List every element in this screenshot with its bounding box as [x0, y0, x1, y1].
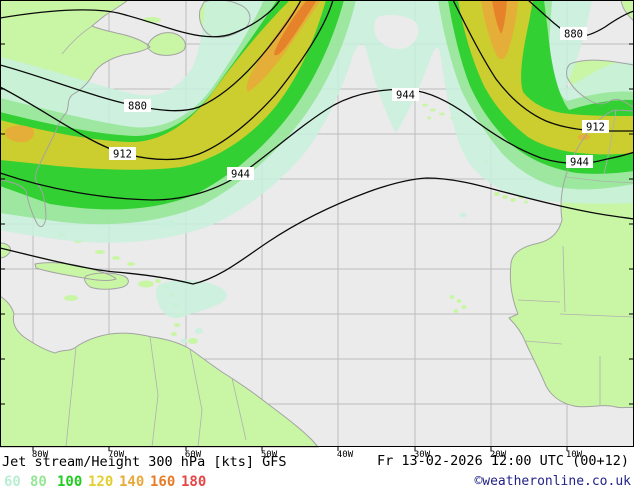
- lon-label: 10W: [566, 450, 583, 460]
- contour-labels: 880 912 944 944 880 912 944: [109, 27, 609, 181]
- lon-label: 30W: [414, 450, 431, 460]
- contour-label: 880: [128, 101, 147, 113]
- axis-ticks: [0, 43, 634, 451]
- band-160kt: [274, 0, 507, 56]
- legend-value: 180: [181, 474, 206, 490]
- contour-label: 944: [396, 90, 415, 102]
- legend-value: 120: [88, 474, 113, 490]
- contour-label: 944: [570, 157, 589, 169]
- lon-label: 60W: [185, 450, 202, 460]
- map-title: Jet stream/Height 300 hPa [kts] GFS: [2, 454, 286, 470]
- lon-label: 50W: [261, 450, 278, 460]
- contour-label: 944: [231, 169, 250, 181]
- legend-value: 60: [4, 474, 21, 490]
- legend-value: 80: [30, 474, 47, 490]
- wind-speed-legend: 60 80 100 120 140 160 180: [4, 474, 206, 490]
- contour-label: 912: [586, 122, 605, 134]
- lon-label: 40W: [337, 450, 354, 460]
- band-gap: [374, 14, 419, 49]
- lon-label: 80W: [32, 450, 49, 460]
- lon-label: 20W: [490, 450, 507, 460]
- height-contours: [0, 0, 634, 285]
- lon-label: 70W: [108, 450, 125, 460]
- map-datetime: Fr 13-02-2026 12:00 UTC (00+12): [377, 453, 629, 469]
- longitude-labels: 80W 70W 60W 50W 40W 30W 20W 10W: [32, 450, 583, 460]
- legend-value: 160: [150, 474, 175, 490]
- country-borders: [61, 25, 634, 448]
- contour-label: 880: [564, 29, 583, 41]
- copyright-text: ©weatheronline.co.uk: [474, 474, 631, 489]
- contour-label: 912: [113, 149, 132, 161]
- legend-value: 140: [119, 474, 144, 490]
- bottom-bar: [0, 447, 634, 490]
- legend-value: 100: [57, 474, 82, 490]
